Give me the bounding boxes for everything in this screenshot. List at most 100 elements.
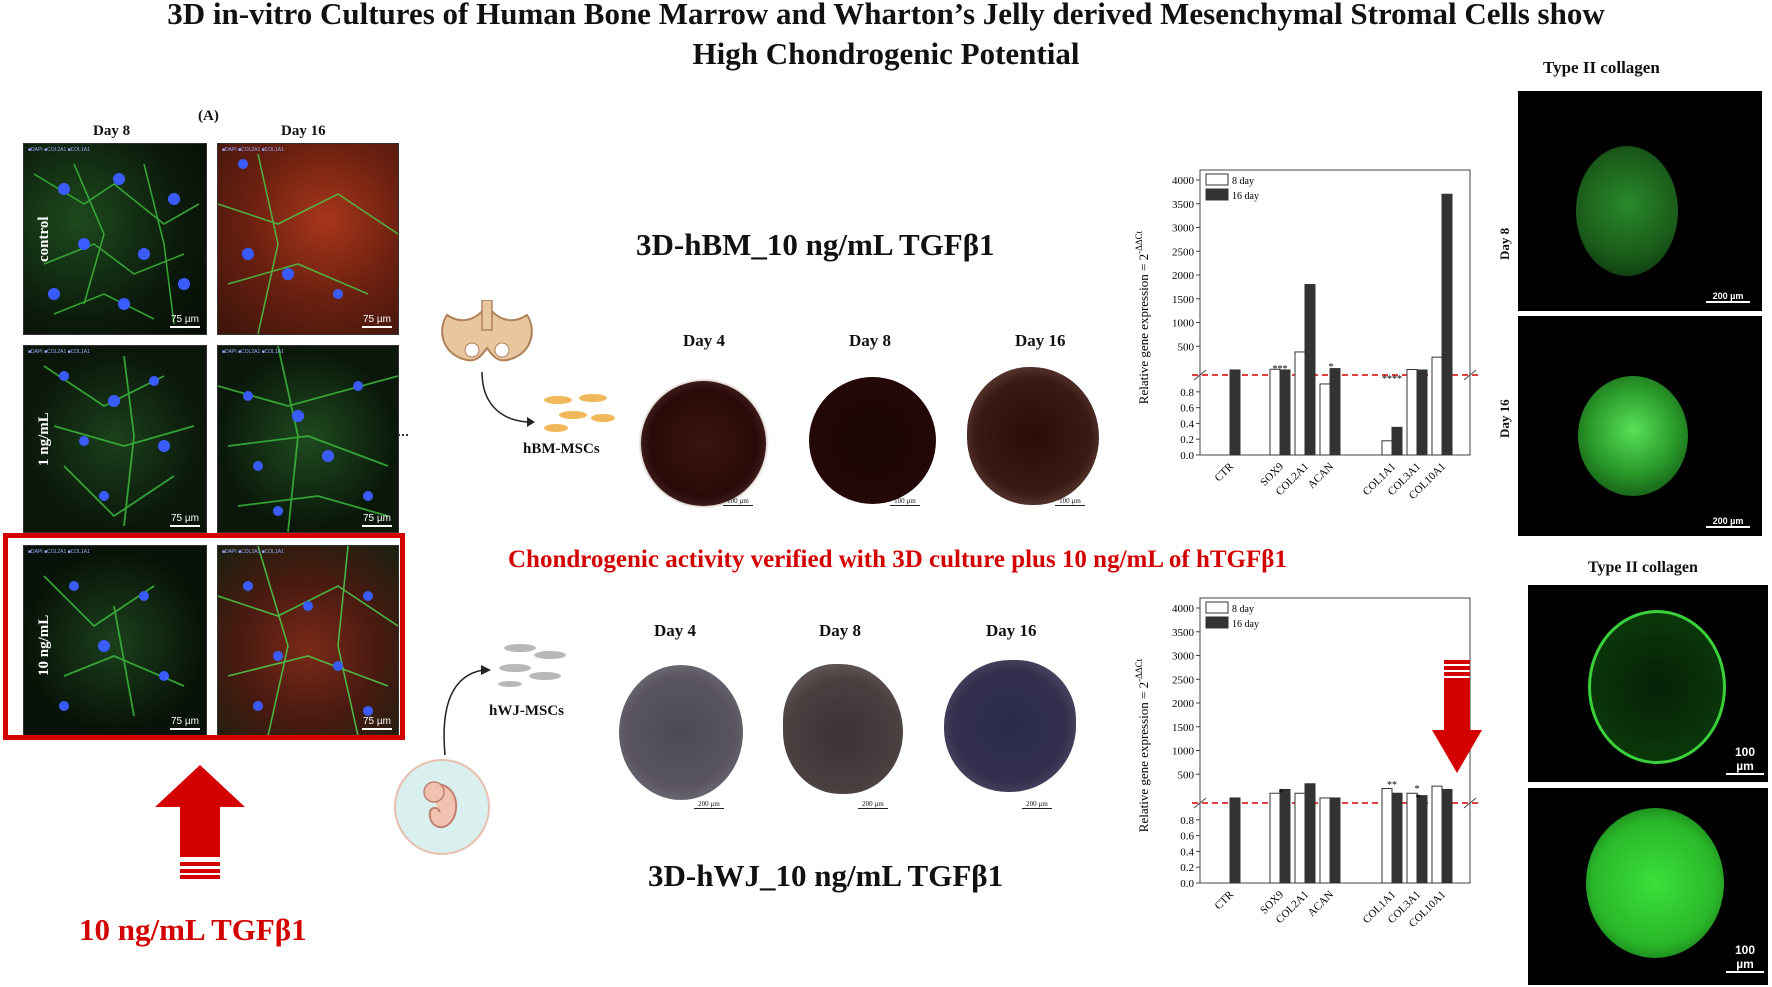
scale-bar: 100 µm	[723, 497, 753, 506]
cell-stain-art	[218, 153, 398, 334]
bar-16-day	[1441, 193, 1453, 456]
fetus-icon	[394, 759, 490, 855]
significance-mark: ****	[1382, 374, 1402, 385]
x-tick-label: ACAN	[1306, 889, 1337, 920]
legend-swatch	[1205, 601, 1229, 614]
stain-legend: ■DAPI ■COL2A1 ■COL1A1	[222, 549, 284, 555]
cell-stain-art	[218, 546, 398, 736]
y-tick-label: 0.6	[1180, 403, 1194, 415]
bar-8-day	[1381, 788, 1393, 884]
legend-label: 8 day	[1232, 604, 1254, 615]
y-tick-label: 2000	[1172, 698, 1195, 710]
stain-legend: ■DAPI ■COL2A1 ■COL1A1	[28, 349, 90, 355]
curved-arrow-icon	[481, 371, 535, 427]
legend-swatch	[1205, 173, 1229, 186]
bar-8-day	[1319, 383, 1331, 456]
bar-16-day	[1416, 369, 1428, 456]
row-label-1ng: 1 ng/mL	[36, 412, 52, 466]
hwj-day4: Day 4	[654, 621, 697, 640]
bar-16-day	[1329, 368, 1341, 456]
hbm-spheroid-day16	[967, 367, 1099, 505]
y-axis-label: Relative gene expression = 2-ΔΔCt	[1134, 230, 1151, 404]
collagen-title-top: Type II collagen	[1543, 58, 1660, 77]
bar-16-day	[1279, 788, 1291, 884]
micrograph-control-day16: ■DAPI ■COL2A1 ■COL1A1 75 µm	[217, 143, 399, 335]
y-tick-label: 0.8	[1180, 815, 1194, 827]
micrograph-10ng-day16: ■DAPI ■COL2A1 ■COL1A1 75 µm	[217, 545, 399, 737]
bar-16-day	[1229, 369, 1241, 456]
significance-mark: *	[1329, 362, 1334, 373]
stain-legend: ■DAPI ■COL2A1 ■COL1A1	[222, 349, 284, 355]
title-line-1: 3D in-vitro Cultures of Human Bone Marro…	[167, 0, 1605, 31]
scale-bar: 100 µm	[890, 497, 920, 506]
y-tick-label: 0.2	[1180, 434, 1194, 446]
cell-stain-art	[33, 163, 200, 325]
break-mark	[1193, 797, 1207, 809]
scale-bar: 200 µm	[694, 800, 724, 809]
up-arrow-icon	[155, 765, 245, 879]
curved-arrow-icon	[443, 665, 491, 756]
bar-8-day	[1294, 351, 1306, 456]
bar-8-day	[1269, 368, 1281, 456]
stain-legend: ■DAPI ■COL2A1 ■COL1A1	[28, 147, 90, 153]
micrograph-control-day8: ■DAPI ■COL2A1 ■COL1A1 control 75 µm	[23, 143, 207, 335]
y-tick-label: 3500	[1172, 627, 1195, 639]
bar-16-day	[1279, 369, 1291, 456]
scale-bar: 75 µm	[170, 314, 200, 328]
cell-stain-art	[218, 346, 398, 532]
bar-8-day	[1319, 797, 1331, 884]
x-tick-label: ACAN	[1306, 461, 1337, 492]
bar-8-day	[1269, 792, 1281, 884]
hbm-heading: 3D-hBM_10 ng/mL TGFβ1	[636, 227, 995, 262]
break-mark	[1463, 369, 1477, 381]
collagen-hbm-day8: 200 µm	[1518, 91, 1762, 311]
collagen-hwj-day8: 100 µm	[1528, 585, 1768, 782]
bar-16-day	[1416, 795, 1428, 884]
scale-bar: 75 µm	[362, 513, 392, 527]
center-banner: Chondrogenic activity verified with 3D c…	[508, 546, 1287, 573]
collagen-row-day8: Day 8	[1497, 227, 1512, 260]
bar-8-day	[1294, 792, 1306, 884]
hwj-day16: Day 16	[986, 621, 1037, 640]
y-tick-label: 0.8	[1180, 387, 1194, 399]
hbm-cell-label: hBM-MSCs	[523, 441, 600, 457]
scale-bar: 75 µm	[362, 314, 392, 328]
y-tick-label: 0.6	[1180, 831, 1194, 843]
micrograph-1ng-day16: ■DAPI ■COL2A1 ■COL1A1 75 µm	[217, 345, 399, 533]
bar-8-day	[1381, 440, 1393, 456]
hwj-cell-label: hWJ-MSCs	[489, 703, 565, 719]
y-tick-label: 0.0	[1180, 450, 1194, 462]
msc-cells-icon	[498, 644, 566, 687]
bar-8-day	[1406, 792, 1418, 884]
bar-16-day	[1304, 783, 1316, 884]
significance-mark: ***	[1273, 364, 1288, 375]
scale-bar: 200 µm	[1022, 800, 1052, 809]
pelvis-bone-icon	[441, 300, 533, 362]
hbm-spheroid-day4	[641, 381, 766, 506]
bar-16-day	[1441, 788, 1453, 884]
y-tick-label: 0.2	[1180, 862, 1194, 874]
legend-swatch	[1205, 616, 1229, 629]
micrograph-10ng-day8: ■DAPI ■COL2A1 ■COL1A1 10 ng/mL 75 µm	[23, 545, 207, 737]
cell-stain-art	[43, 355, 195, 527]
hbm-day16: Day 16	[1015, 331, 1066, 350]
hwj-spheroid-day16	[944, 660, 1076, 792]
msc-cells-icon	[544, 394, 615, 432]
y-tick-label: 0.0	[1180, 878, 1194, 890]
y-tick-label: 4000	[1172, 175, 1195, 187]
scale-bar: 75 µm	[170, 513, 200, 527]
stain-legend: ■DAPI ■COL2A1 ■COL1A1	[222, 147, 284, 153]
y-axis-label: Relative gene expression = 2-ΔΔCt	[1134, 658, 1151, 832]
hwj-spheroid-day4	[619, 665, 743, 800]
hwj-spheroid-day8	[783, 664, 903, 794]
bar-8-day	[1431, 785, 1443, 884]
divider-dash	[398, 434, 408, 436]
bar-16-day	[1229, 797, 1241, 884]
break-mark	[1193, 369, 1207, 381]
y-tick-label: 1000	[1172, 746, 1195, 758]
hbm-day8: Day 8	[849, 331, 892, 350]
x-tick-label: CTR	[1212, 888, 1236, 912]
bar-8-day	[1431, 356, 1443, 456]
gene-expression-chart-hwj: 500 1000 1500 2000 2500 3000 3500 4000 0.0 0.2 0.4…	[1134, 597, 1478, 930]
collagen-hwj-day16: 100 µm	[1528, 788, 1768, 985]
